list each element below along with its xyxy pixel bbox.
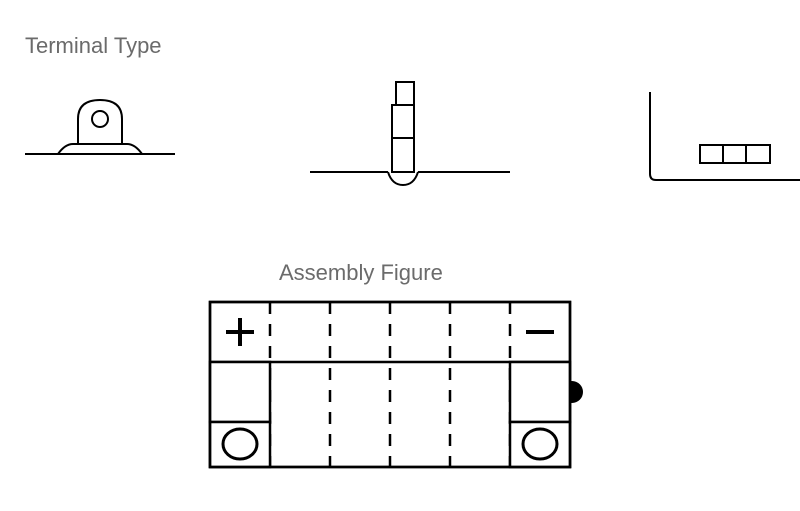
post-cap	[396, 82, 414, 105]
assembly-figure-label: Assembly Figure	[279, 260, 443, 286]
terminal-bracket-diagram	[640, 72, 800, 187]
lug-base-curve	[58, 144, 142, 154]
bracket-l-shape	[650, 92, 800, 180]
terminal-lug-diagram	[25, 72, 175, 167]
terminal-post-diagram	[310, 72, 510, 187]
assembly-figure-diagram	[190, 292, 610, 502]
assembly-plus-cell	[210, 362, 270, 422]
bracket-slot	[700, 145, 770, 163]
lug-tab-outline	[78, 100, 122, 144]
lug-hole	[92, 111, 108, 127]
terminal-type-label: Terminal Type	[25, 33, 162, 59]
post-baseline-dip	[388, 172, 418, 185]
assembly-minus-cell	[510, 362, 570, 422]
